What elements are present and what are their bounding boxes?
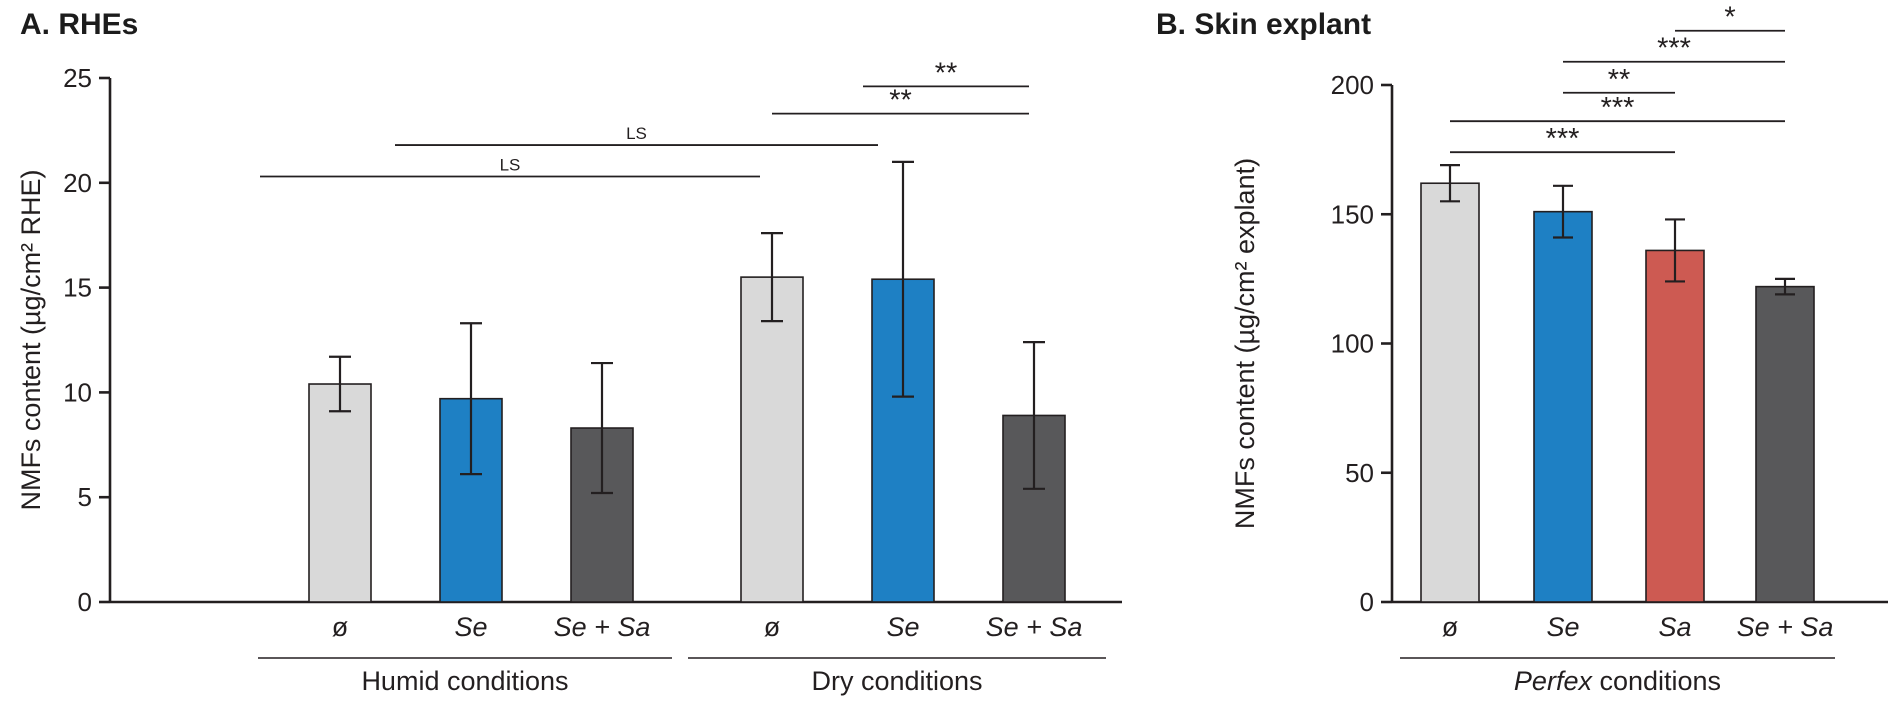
bar: [308, 383, 372, 603]
x-tick-label: Se: [454, 612, 487, 642]
y-tick-label: 100: [1331, 329, 1374, 359]
y-tick-label: 150: [1331, 199, 1374, 229]
significance-label: **: [1608, 64, 1631, 96]
significance-label: *: [1724, 6, 1735, 34]
significance-label: ***: [1657, 33, 1691, 65]
panel-skin-explant-title: B. Skin explant: [1156, 8, 1372, 41]
y-tick-label: 5: [78, 482, 92, 512]
x-tick-label: Sa: [1658, 612, 1691, 642]
group-label: Perfex conditions: [1514, 666, 1721, 696]
bar: [1755, 285, 1815, 603]
x-tick-label: Se: [1546, 612, 1579, 642]
bar: [1533, 210, 1593, 603]
y-tick-label: 200: [1331, 70, 1374, 100]
bar: [1645, 249, 1705, 603]
panel-rhes: A. RHEs 0 5 10 15 20 25 NMFs content (µg/cm² R…: [10, 6, 1132, 701]
x-tick-label: Se + Sa: [986, 612, 1083, 642]
group-label: Dry conditions: [811, 666, 982, 696]
y-axis-label: NMFs content (µg/cm² RHE): [16, 169, 46, 510]
y-tick-label: 20: [63, 168, 92, 198]
y-tick-label: 25: [63, 63, 92, 93]
group-label: Humid conditions: [361, 666, 568, 696]
y-tick-label: 0: [1360, 587, 1374, 617]
significance-label: ***: [1546, 123, 1580, 155]
y-tick-label: 10: [63, 377, 92, 407]
y-tick-label: 50: [1345, 458, 1374, 488]
significance-label: LS: [500, 156, 521, 175]
significance-label: **: [935, 57, 958, 89]
bar: [740, 276, 804, 603]
significance-label: LS: [626, 124, 647, 143]
panel-rhes-chart: 0 5 10 15 20 25 NMFs content (µg/cm² RHE) ø Se Se…: [16, 57, 1122, 696]
significance-label: ***: [1601, 92, 1635, 124]
x-tick-label: ø: [1442, 612, 1459, 642]
bar: [1420, 182, 1480, 603]
x-tick-label: Se + Sa: [554, 612, 651, 642]
y-tick-label: 0: [78, 587, 92, 617]
panel-skin-explant: B. Skin explant 0 50 100 150 200 NMFs content…: [1132, 6, 1898, 701]
x-tick-label: ø: [764, 612, 781, 642]
x-tick-label: ø: [332, 612, 349, 642]
y-axis-label: NMFs content (µg/cm² explant): [1230, 158, 1260, 529]
panel-skin-explant-chart: 0 50 100 150 200 NMFs content (µg/cm² explant…: [1230, 6, 1888, 696]
significance-label: **: [889, 85, 912, 117]
y-tick-label: 15: [63, 273, 92, 303]
x-tick-label: Se: [886, 612, 919, 642]
x-tick-label: Se + Sa: [1737, 612, 1834, 642]
panel-rhes-title: A. RHEs: [20, 8, 139, 41]
